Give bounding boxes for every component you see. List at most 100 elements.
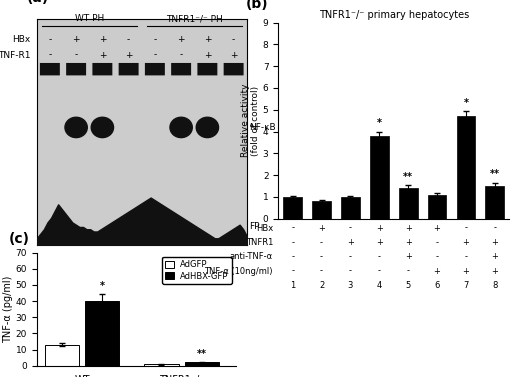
Ellipse shape	[65, 117, 87, 138]
Text: TNFR1⁻/⁻ PH: TNFR1⁻/⁻ PH	[166, 14, 223, 23]
Title: TNFR1⁻/⁻ primary hepatocytes: TNFR1⁻/⁻ primary hepatocytes	[319, 11, 469, 20]
FancyBboxPatch shape	[92, 63, 112, 75]
Bar	[370, 136, 388, 219]
Y-axis label: Relative activity
(fold of control): Relative activity (fold of control)	[240, 84, 260, 157]
Text: HBx: HBx	[256, 224, 273, 233]
FancyBboxPatch shape	[145, 63, 165, 75]
Text: 6: 6	[434, 281, 440, 290]
Bar	[457, 116, 475, 219]
Text: 5: 5	[405, 281, 411, 290]
Text: +: +	[463, 267, 469, 276]
Bar	[45, 345, 79, 366]
Text: **: **	[403, 172, 413, 182]
Text: 2: 2	[319, 281, 324, 290]
Text: -: -	[320, 267, 323, 276]
Text: +: +	[376, 224, 383, 233]
Text: 7: 7	[463, 281, 469, 290]
FancyBboxPatch shape	[119, 63, 139, 75]
Text: -: -	[320, 252, 323, 261]
Text: +: +	[125, 51, 132, 60]
Text: HBx: HBx	[12, 35, 30, 44]
FancyBboxPatch shape	[171, 63, 191, 75]
Text: FP: FP	[249, 222, 260, 231]
FancyBboxPatch shape	[197, 63, 217, 75]
Text: +: +	[491, 238, 498, 247]
Y-axis label: TNF-α (pg/ml): TNF-α (pg/ml)	[3, 276, 13, 343]
Text: (a): (a)	[26, 0, 48, 5]
Text: -: -	[494, 224, 496, 233]
Text: **: **	[197, 349, 207, 359]
Text: 3: 3	[348, 281, 353, 290]
Text: *: *	[464, 98, 468, 107]
Text: -: -	[436, 252, 438, 261]
Text: -: -	[48, 51, 51, 60]
FancyBboxPatch shape	[66, 63, 86, 75]
Text: -: -	[291, 267, 294, 276]
Text: +: +	[405, 252, 412, 261]
Text: +: +	[99, 51, 106, 60]
Text: -: -	[407, 267, 410, 276]
Ellipse shape	[196, 117, 218, 138]
Text: (b): (b)	[246, 0, 268, 11]
Bar	[284, 197, 302, 219]
Text: +: +	[491, 267, 498, 276]
Text: -: -	[180, 51, 183, 60]
Text: 4: 4	[377, 281, 382, 290]
Text: -: -	[349, 224, 352, 233]
Bar	[428, 195, 446, 219]
Text: -: -	[153, 35, 156, 44]
Text: +: +	[72, 35, 80, 44]
Text: +: +	[376, 238, 383, 247]
Text: -: -	[349, 252, 352, 261]
Text: +: +	[434, 224, 440, 233]
Text: *: *	[377, 118, 382, 128]
Text: -: -	[232, 35, 235, 44]
Text: +: +	[463, 238, 469, 247]
Bar	[312, 201, 331, 219]
Text: +: +	[204, 35, 211, 44]
FancyBboxPatch shape	[40, 63, 60, 75]
Ellipse shape	[91, 117, 113, 138]
Text: -: -	[378, 252, 381, 261]
Text: TNF-R1: TNF-R1	[0, 51, 30, 60]
Legend: AdGFP, AdHBX-GFP: AdGFP, AdHBX-GFP	[162, 257, 232, 284]
Text: -: -	[378, 267, 381, 276]
Text: anti-TNF-α: anti-TNF-α	[230, 252, 273, 261]
Text: -: -	[153, 51, 156, 60]
Text: -: -	[291, 252, 294, 261]
Text: -: -	[320, 238, 323, 247]
Text: +: +	[230, 51, 237, 60]
Bar	[486, 186, 504, 219]
Text: +: +	[177, 35, 185, 44]
Text: -: -	[291, 238, 294, 247]
Ellipse shape	[170, 117, 192, 138]
Text: 1: 1	[290, 281, 295, 290]
Bar	[399, 188, 417, 219]
Text: +: +	[204, 51, 211, 60]
Text: WT PH: WT PH	[75, 14, 104, 23]
Text: *: *	[100, 281, 104, 291]
Text: +: +	[405, 224, 412, 233]
Text: +: +	[99, 35, 106, 44]
Text: +: +	[405, 238, 412, 247]
Text: 8: 8	[492, 281, 498, 290]
Text: -: -	[291, 224, 294, 233]
Text: -: -	[349, 267, 352, 276]
Text: **: **	[490, 169, 500, 179]
Text: +: +	[347, 238, 354, 247]
Bar	[144, 364, 178, 366]
Text: +: +	[491, 252, 498, 261]
Text: +: +	[318, 224, 325, 233]
FancyBboxPatch shape	[224, 63, 244, 75]
Bar	[341, 197, 360, 219]
Bar	[185, 362, 219, 366]
Text: -: -	[465, 252, 467, 261]
Text: (c): (c)	[9, 232, 30, 246]
Text: -: -	[465, 224, 467, 233]
Text: -: -	[127, 35, 130, 44]
Text: -: -	[48, 35, 51, 44]
Text: NF-κB: NF-κB	[249, 123, 276, 132]
Text: TNF-α (10ng/ml): TNF-α (10ng/ml)	[205, 267, 273, 276]
Text: -: -	[436, 238, 438, 247]
Text: TNFR1: TNFR1	[246, 238, 273, 247]
